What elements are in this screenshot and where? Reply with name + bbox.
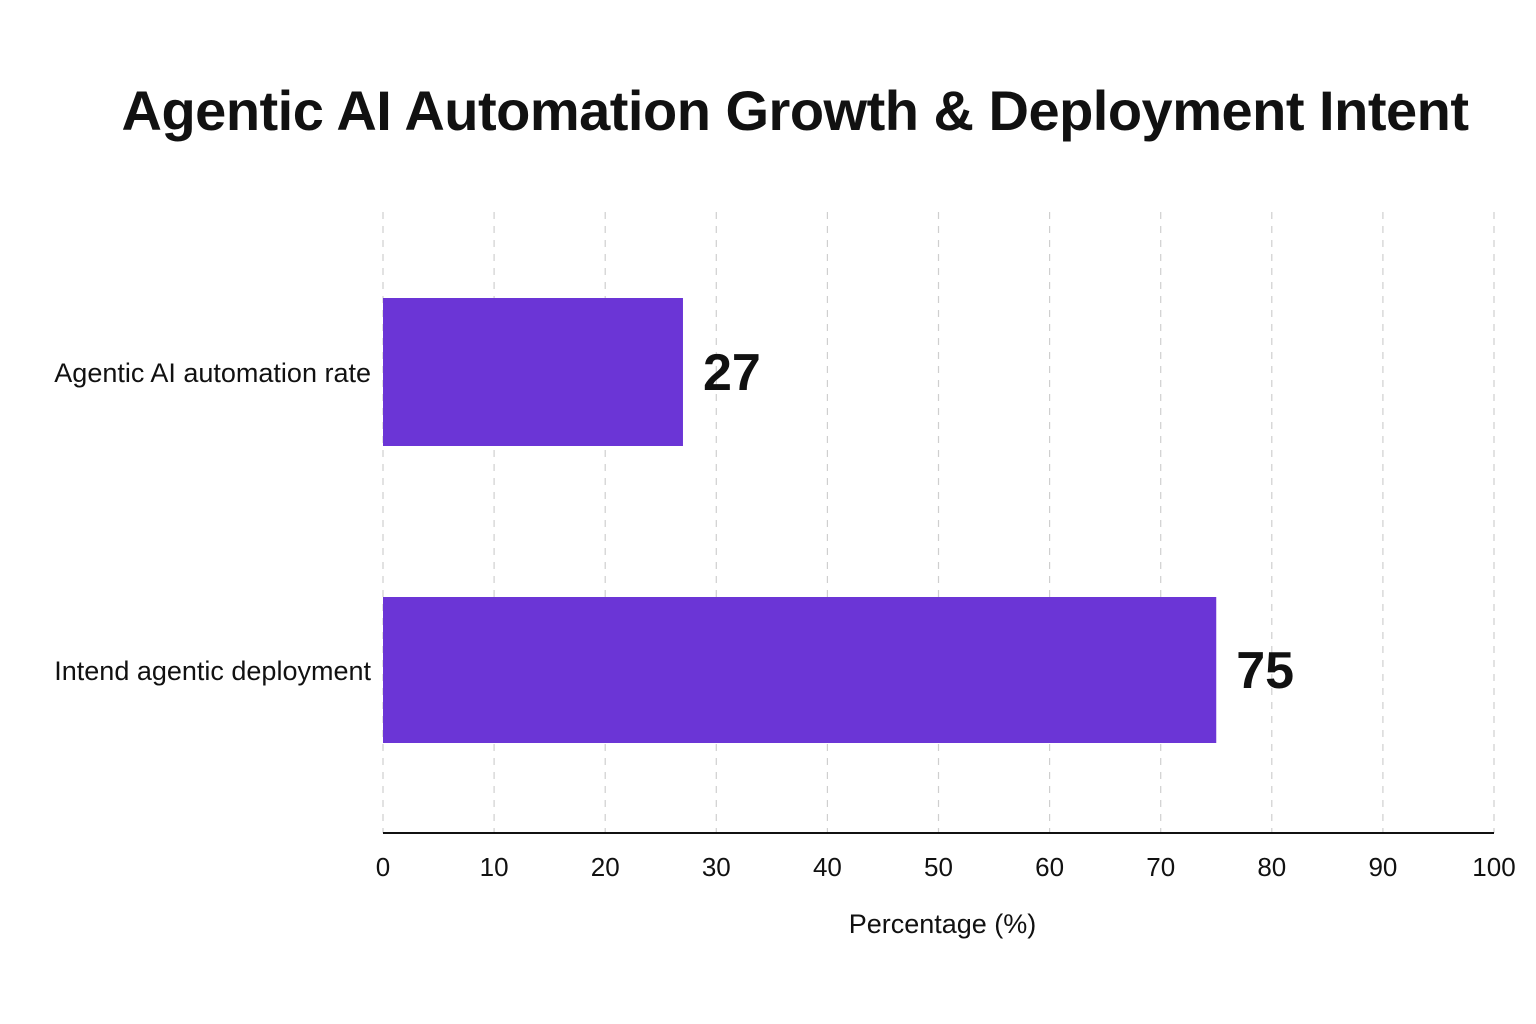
x-axis: 0 10 20 30 40 50 60 70 80 90 100 Percentage (%) xyxy=(376,832,1516,939)
x-tick-label-30: 30 xyxy=(702,852,731,882)
bar-2 xyxy=(383,597,1217,743)
bars xyxy=(383,298,1217,743)
x-tick-label-0: 0 xyxy=(376,852,390,882)
x-tick-label-100: 100 xyxy=(1472,852,1515,882)
value-label-1: 27 xyxy=(703,344,761,402)
x-tick-label-20: 20 xyxy=(591,852,620,882)
x-tick-label-60: 60 xyxy=(1035,852,1064,882)
x-tick-label-80: 80 xyxy=(1257,852,1286,882)
x-tick-label-40: 40 xyxy=(813,852,842,882)
category-label-2: Intend agentic deployment xyxy=(54,656,371,686)
chart-title: Agentic AI Automation Growth & Deploymen… xyxy=(121,79,1469,142)
x-tick-label-50: 50 xyxy=(924,852,953,882)
category-label-1: Agentic AI automation rate xyxy=(54,358,371,388)
x-tick-label-10: 10 xyxy=(480,852,509,882)
bar-1 xyxy=(383,298,683,446)
value-label-2: 75 xyxy=(1236,642,1294,700)
labels: 27 Agentic AI automation rate 75 Intend age… xyxy=(54,344,1294,700)
x-axis-title: Percentage (%) xyxy=(849,909,1037,939)
x-tick-label-90: 90 xyxy=(1368,852,1397,882)
x-tick-label-70: 70 xyxy=(1146,852,1175,882)
